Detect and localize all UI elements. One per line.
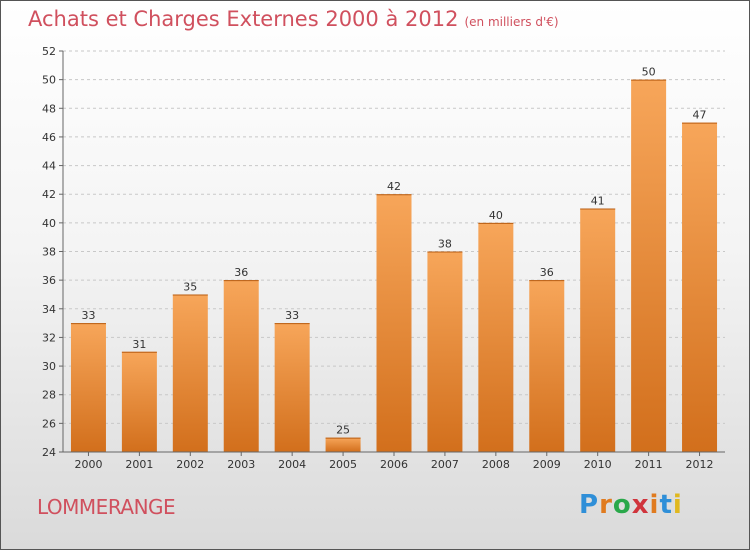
x-axis-ticks: 2000 2001 2002 2003 2004 2005 2006 2007 2008 2009… (74, 452, 714, 471)
y-tick-label: 42 (42, 188, 56, 201)
bar (172, 294, 208, 452)
y-tick-label: 32 (42, 331, 56, 344)
x-tick-label: 2000 (74, 458, 102, 471)
y-tick-label: 38 (42, 246, 56, 259)
data-label: 35 (183, 280, 197, 293)
bars (70, 79, 718, 453)
data-label: 40 (489, 209, 503, 222)
data-label: 36 (234, 266, 248, 279)
data-label: 42 (387, 180, 401, 193)
y-tick-label: 46 (42, 131, 56, 144)
logo-letter: t (659, 490, 673, 520)
x-tick-label: 2003 (227, 458, 255, 471)
x-tick-label: 2004 (278, 458, 306, 471)
data-label: 41 (591, 195, 605, 208)
bar (274, 323, 310, 452)
bar (478, 222, 514, 452)
x-tick-label: 2012 (686, 458, 714, 471)
y-tick-label: 48 (42, 102, 56, 115)
y-tick-label: 34 (42, 303, 56, 316)
y-tick-label: 28 (42, 389, 56, 402)
chart-unit: (en milliers d'€) (464, 15, 559, 29)
bar (376, 194, 412, 452)
bar (121, 351, 157, 452)
y-axis-ticks: 24 26 28 30 32 34 36 38 40 42 44 46 48 50 52 (42, 45, 63, 459)
x-tick-label: 2010 (584, 458, 612, 471)
x-tick-label: 2011 (635, 458, 663, 471)
y-tick-label: 30 (42, 360, 56, 373)
data-label: 50 (642, 66, 656, 79)
city-name: LOMMERANGE (37, 495, 176, 519)
logo-letter: i (672, 490, 683, 520)
logo-letter: r (599, 490, 613, 520)
logo-letter: i (649, 490, 660, 520)
data-labels: 33 31 35 36 33 25 42 38 40 36 41 50 47 (81, 66, 706, 437)
x-tick-label: 2009 (533, 458, 561, 471)
chart-title-text: Achats et Charges Externes 2000 à 2012 (28, 7, 459, 31)
bar (682, 122, 718, 452)
data-label: 47 (693, 109, 707, 122)
bar (631, 79, 667, 453)
data-label: 25 (336, 424, 350, 437)
data-label: 36 (540, 266, 554, 279)
bar (580, 208, 616, 452)
bar (325, 437, 361, 452)
x-tick-label: 2001 (125, 458, 153, 471)
proxiti-logo: Proxiti (579, 490, 683, 520)
y-tick-label: 24 (42, 446, 56, 459)
x-tick-label: 2008 (482, 458, 510, 471)
x-tick-label: 2005 (329, 458, 357, 471)
x-tick-label: 2006 (380, 458, 408, 471)
x-tick-label: 2007 (431, 458, 459, 471)
data-label: 31 (132, 338, 146, 351)
y-tick-label: 26 (42, 417, 56, 430)
axes (62, 51, 725, 453)
bar (529, 280, 565, 452)
logo-letter: P (579, 490, 600, 520)
y-tick-label: 40 (42, 217, 56, 230)
data-label: 33 (285, 309, 299, 322)
y-tick-label: 52 (42, 45, 56, 58)
y-tick-label: 44 (42, 160, 56, 173)
bar (70, 323, 106, 452)
y-tick-label: 36 (42, 274, 56, 287)
x-tick-label: 2002 (176, 458, 204, 471)
data-label: 38 (438, 238, 452, 251)
logo-letter: o (612, 490, 632, 520)
bar (223, 280, 259, 452)
data-label: 33 (81, 309, 95, 322)
chart-title: Achats et Charges Externes 2000 à 2012 (e… (28, 7, 559, 31)
logo-letter: x (631, 490, 650, 520)
y-tick-label: 50 (42, 74, 56, 87)
bar (427, 251, 463, 452)
